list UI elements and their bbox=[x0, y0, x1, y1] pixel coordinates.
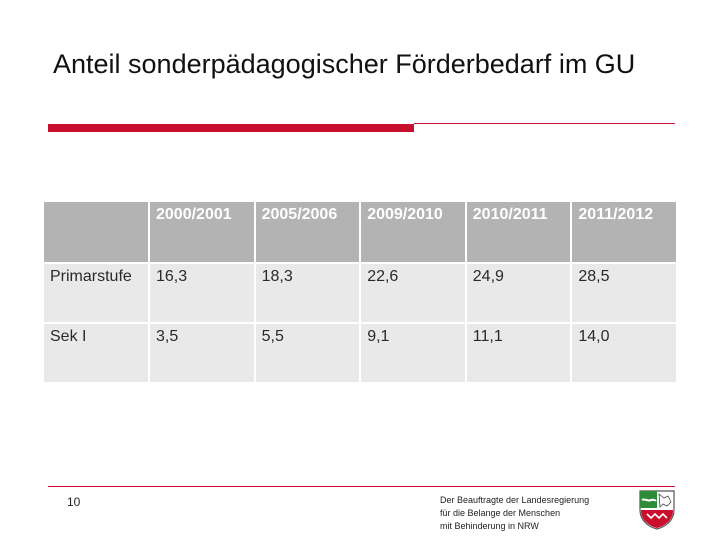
table-cell: 14,0 bbox=[570, 322, 678, 384]
footer-line: mit Behinderung in NRW bbox=[440, 521, 539, 531]
table-cell: 9,1 bbox=[359, 322, 467, 384]
table-row-label: Primarstufe bbox=[42, 262, 150, 324]
table-header-cell: 2011/2012 bbox=[570, 200, 678, 264]
footer-divider bbox=[48, 486, 675, 487]
table-header-row: 2000/2001 2005/2006 2009/2010 2010/2011 … bbox=[42, 200, 678, 264]
page-number: 10 bbox=[67, 495, 81, 509]
table-cell: 22,6 bbox=[359, 262, 467, 324]
table-header-cell: 2009/2010 bbox=[359, 200, 467, 264]
table-row: Primarstufe 16,3 18,3 22,6 24,9 28,5 bbox=[42, 262, 678, 324]
footer-line: für die Belange der Menschen bbox=[440, 508, 561, 518]
footer-organization: Der Beauftragte der Landesregierung für … bbox=[440, 494, 630, 533]
table-cell: 3,5 bbox=[148, 322, 256, 384]
table-row: Sek I 3,5 5,5 9,1 11,1 14,0 bbox=[42, 322, 678, 384]
nrw-coat-of-arms-icon bbox=[639, 490, 675, 530]
slide-title: Anteil sonderpädagogischer Förderbedarf … bbox=[53, 49, 636, 79]
table-header-cell-empty bbox=[42, 200, 150, 264]
table-cell: 28,5 bbox=[570, 262, 678, 324]
table-cell: 11,1 bbox=[464, 322, 573, 384]
footer-line: Der Beauftragte der Landesregierung bbox=[440, 495, 590, 505]
table-row-label: Sek I bbox=[42, 322, 150, 384]
table-cell: 24,9 bbox=[464, 262, 573, 324]
table-header-cell: 2005/2006 bbox=[253, 200, 362, 264]
title-underline-red bbox=[48, 124, 414, 132]
table-header-cell: 2000/2001 bbox=[148, 200, 256, 264]
table-header-cell: 2010/2011 bbox=[464, 200, 573, 264]
table-cell: 16,3 bbox=[148, 262, 256, 324]
data-table: 2000/2001 2005/2006 2009/2010 2010/2011 … bbox=[42, 200, 678, 384]
table-cell: 5,5 bbox=[253, 322, 362, 384]
table-cell: 18,3 bbox=[253, 262, 362, 324]
title-underline-thin bbox=[414, 123, 675, 124]
